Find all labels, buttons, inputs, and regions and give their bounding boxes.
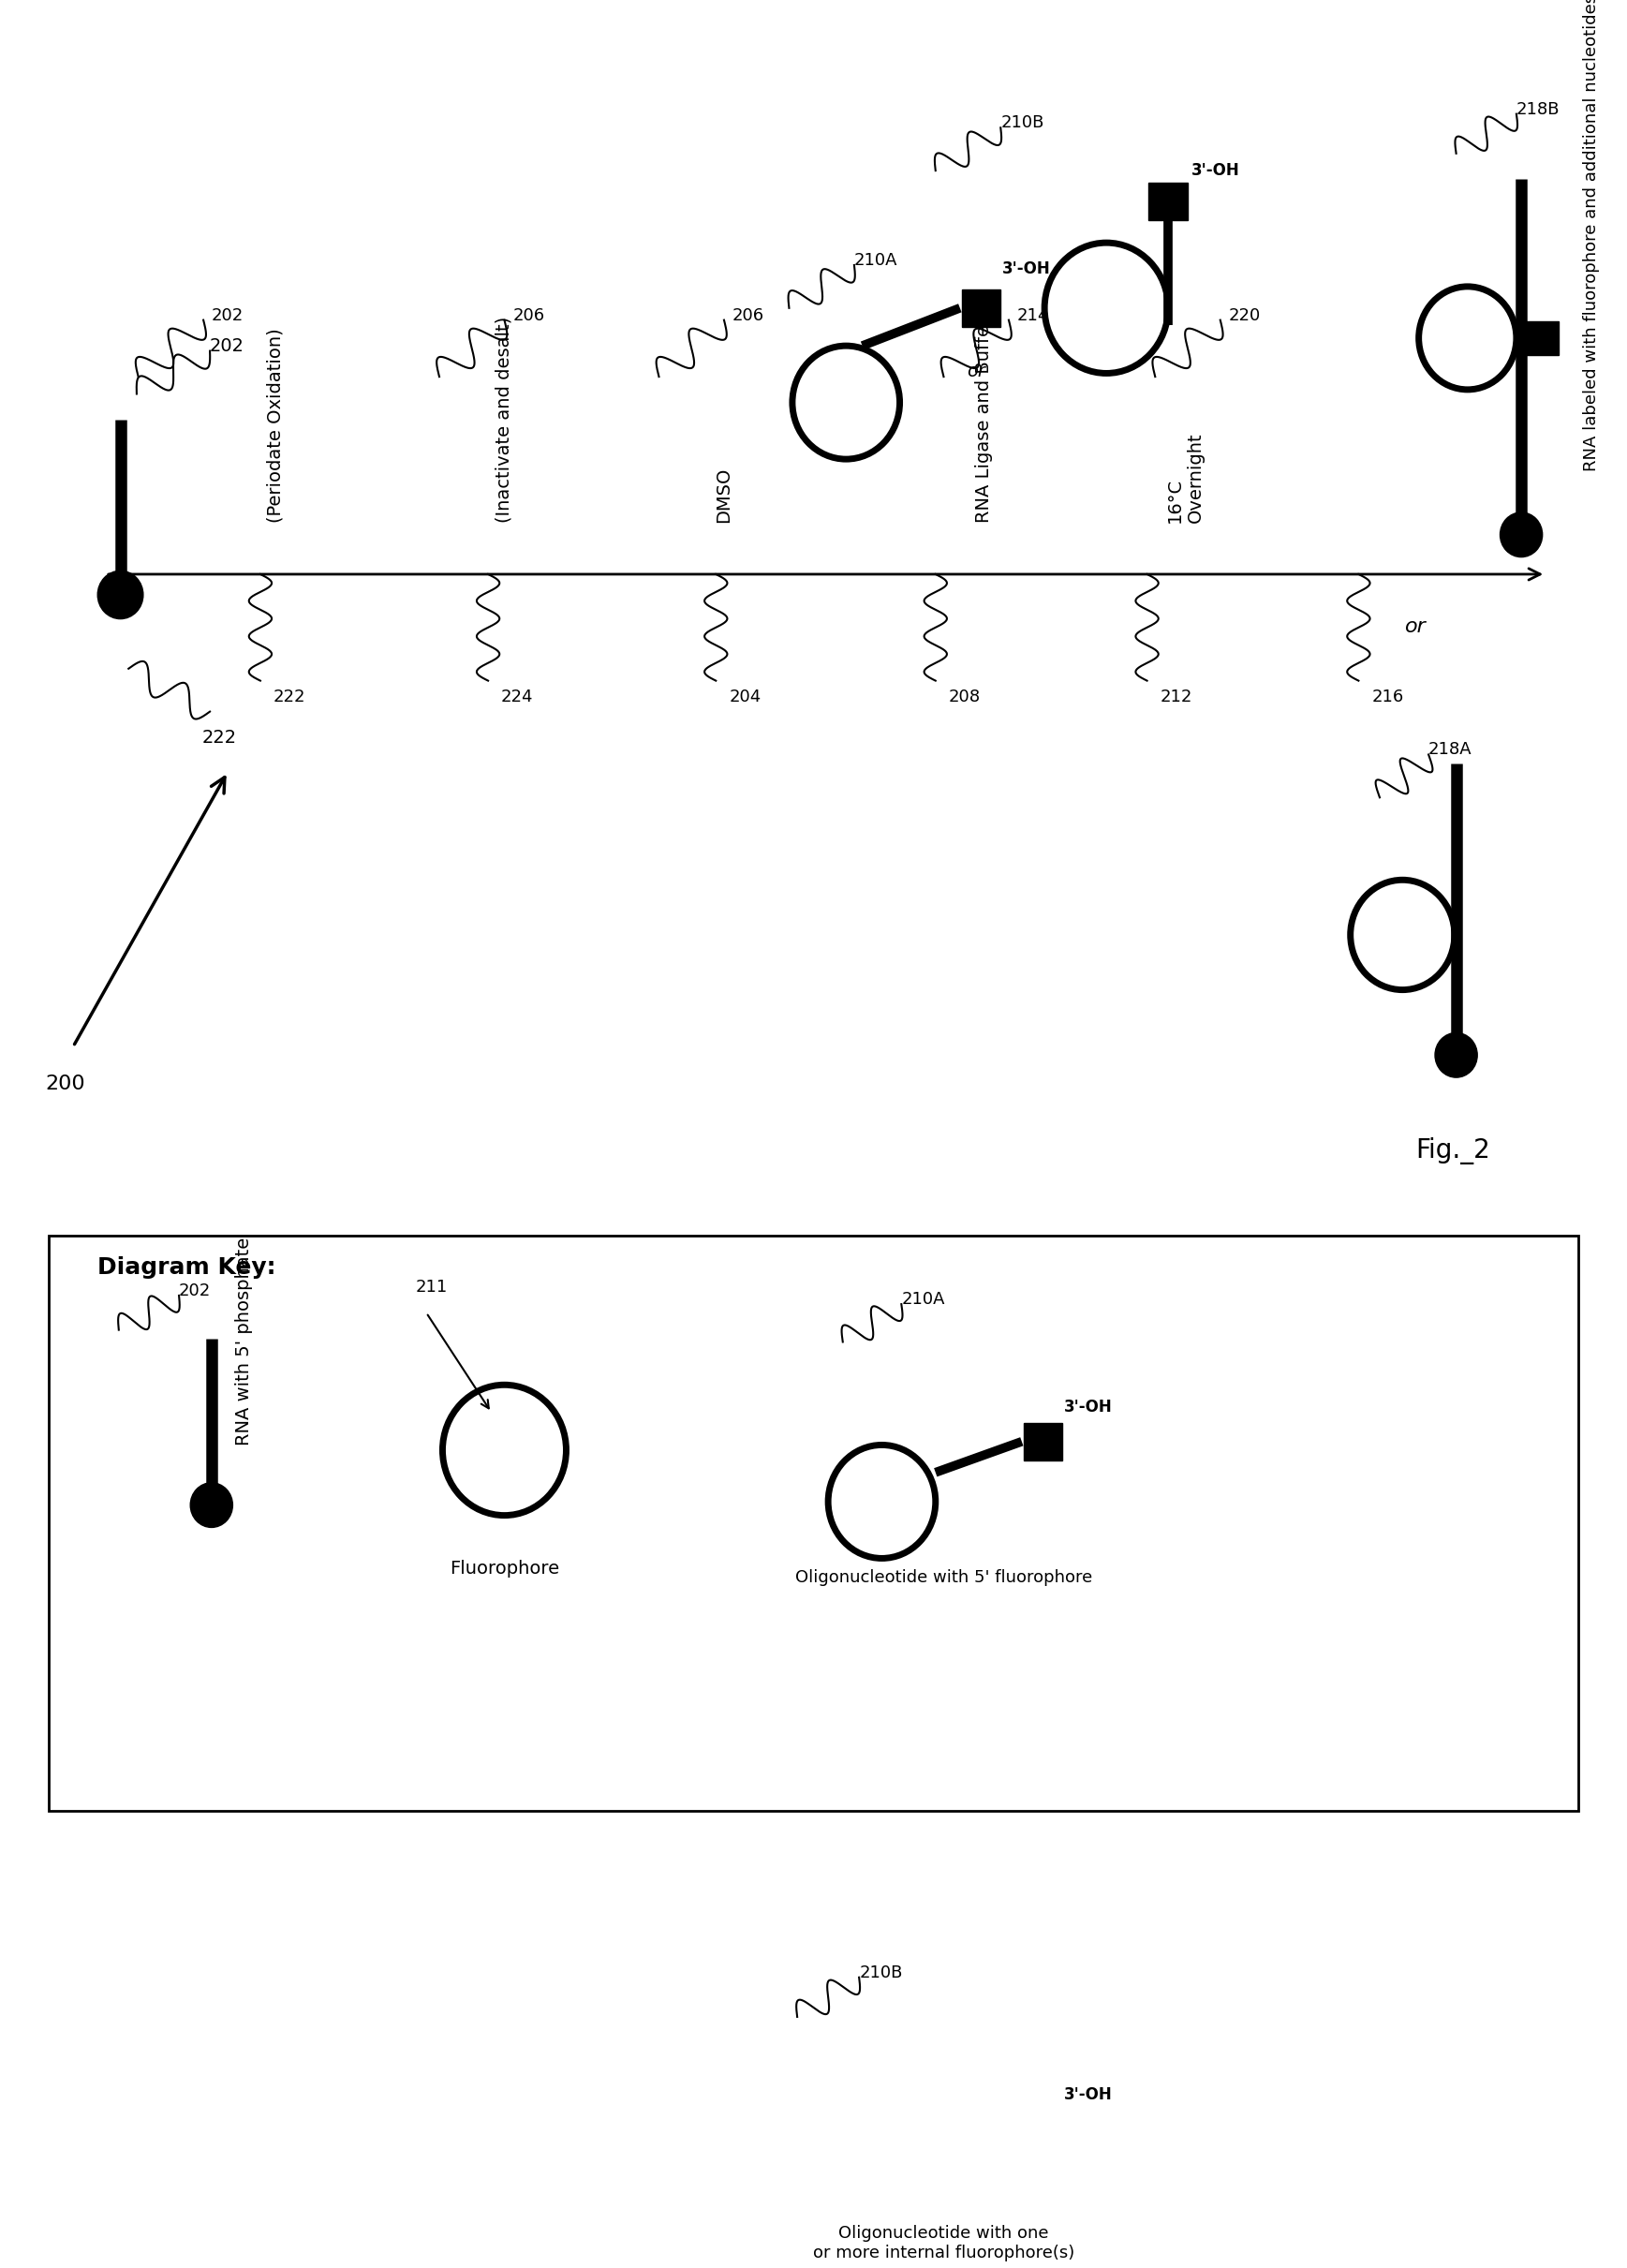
Circle shape	[1500, 513, 1542, 558]
Text: 220: 220	[1228, 306, 1261, 324]
Text: 206: 206	[732, 306, 765, 324]
Text: 222: 222	[273, 687, 306, 705]
Text: 222: 222	[202, 728, 236, 746]
Text: or: or	[1404, 617, 1427, 635]
Text: RNA Ligase and Buffer: RNA Ligase and Buffer	[975, 318, 992, 522]
Text: 202: 202	[212, 306, 244, 324]
Bar	[1149, 184, 1188, 220]
Text: Diagram Key:: Diagram Key:	[98, 1256, 277, 1279]
Circle shape	[190, 1483, 233, 1526]
Text: or: or	[966, 363, 986, 381]
Text: 200: 200	[46, 1075, 86, 1093]
Text: 3'-OH: 3'-OH	[1064, 1399, 1113, 1415]
Text: 208: 208	[949, 687, 981, 705]
Text: 210A: 210A	[854, 252, 898, 270]
Text: (Periodate Oxidation): (Periodate Oxidation)	[267, 329, 285, 522]
Text: (Inactivate and desalt): (Inactivate and desalt)	[495, 315, 513, 522]
Bar	[49, 1236, 1578, 1810]
Circle shape	[1435, 1032, 1477, 1077]
Bar	[962, 288, 1001, 327]
Text: 3'-OH: 3'-OH	[1064, 2087, 1113, 2102]
Text: RNA with 5' phosphate: RNA with 5' phosphate	[236, 1238, 252, 1445]
Text: 16°C
Overnight: 16°C Overnight	[1165, 433, 1204, 522]
Text: 224: 224	[501, 687, 534, 705]
Text: 216: 216	[1372, 687, 1404, 705]
Text: 210A: 210A	[901, 1290, 945, 1309]
Text: 204: 204	[729, 687, 761, 705]
Text: 211: 211	[415, 1279, 447, 1295]
Text: 202: 202	[179, 1281, 212, 1300]
Text: 202: 202	[210, 338, 244, 354]
Text: Oligonucleotide with one
or more internal fluorophore(s): Oligonucleotide with one or more interna…	[814, 2225, 1074, 2261]
Bar	[1523, 320, 1559, 356]
Text: Oligonucleotide with 5' fluorophore: Oligonucleotide with 5' fluorophore	[796, 1569, 1092, 1585]
Text: 210B: 210B	[859, 1964, 903, 1982]
Bar	[1023, 2109, 1062, 2148]
Text: 3'-OH: 3'-OH	[1191, 163, 1240, 179]
Text: 214: 214	[1017, 306, 1049, 324]
Text: 210B: 210B	[1001, 116, 1045, 132]
Circle shape	[98, 572, 143, 619]
Text: DMSO: DMSO	[714, 467, 732, 522]
Text: 218B: 218B	[1516, 100, 1560, 118]
Text: Fig._2: Fig._2	[1415, 1139, 1490, 1166]
Bar	[1023, 1422, 1062, 1461]
Text: Fluorophore: Fluorophore	[449, 1560, 560, 1579]
Text: 206: 206	[513, 306, 545, 324]
Text: RNA labeled with fluorophore and additional nucleotides: RNA labeled with fluorophore and additio…	[1583, 0, 1599, 472]
Text: 212: 212	[1160, 687, 1193, 705]
Text: 3'-OH: 3'-OH	[1002, 261, 1051, 277]
Text: 218A: 218A	[1429, 742, 1472, 758]
